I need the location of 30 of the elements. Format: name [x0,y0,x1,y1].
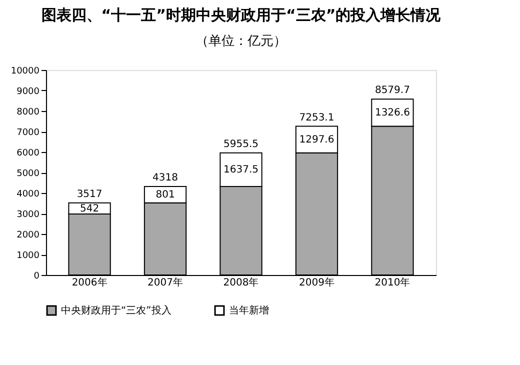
x-tick-label: 2009年 [299,276,334,288]
legend-label: 当年新增 [229,304,269,317]
x-tick-label: 2008年 [223,276,259,288]
y-tick-label: 8000 [16,108,40,118]
y-tick-label: 0 [34,272,40,282]
data-label: 1297.6 [299,134,334,146]
y-tick-label: 5000 [16,169,40,179]
data-label: 1326.6 [374,108,410,119]
x-tick-label: 2010年 [374,276,410,288]
data-label: 1637.5 [224,164,258,176]
chart-subtitle: （单位：亿元） [196,34,286,49]
chart-title: 图表四、“十一五”时期中央财政用于“三农”的投入增长情况 [41,6,442,24]
total-label: 7253.1 [299,112,334,124]
total-label: 3517 [76,188,102,200]
legend-label: 中央财政用于“三农”投入 [61,304,172,317]
y-tick-label: 7000 [16,128,40,138]
x-tick-label: 2007年 [148,276,183,288]
y-tick-label: 3000 [16,210,40,220]
y-tick-label: 9000 [16,87,40,97]
y-tick-label: 10000 [10,66,40,76]
y-tick-label: 2000 [16,230,40,240]
y-tick-label: 4000 [16,190,40,200]
y-tick-label: 6000 [16,148,40,158]
data-label: 542 [80,203,100,214]
data-label: 801 [156,190,175,201]
total-label: 8579.7 [374,85,410,96]
y-tick-label: 1000 [16,251,40,261]
total-label: 4318 [152,172,178,184]
x-tick-label: 2006年 [72,276,108,288]
total-label: 5955.5 [224,138,258,150]
